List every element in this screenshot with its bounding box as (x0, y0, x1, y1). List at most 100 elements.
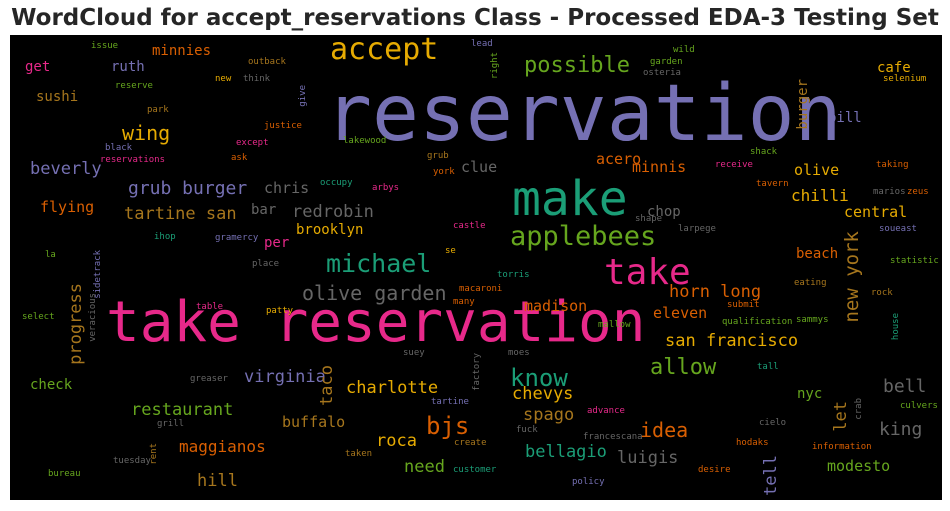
word-virginia: virginia (244, 367, 326, 387)
word-madison: madison (524, 297, 588, 315)
word-eating: eating (794, 278, 827, 288)
word-acero: acero (596, 150, 642, 168)
word-tavern: tavern (756, 179, 789, 189)
word-mallow: mallow (598, 320, 631, 330)
word-eleven: eleven (653, 304, 708, 322)
word-flying: flying (40, 198, 95, 216)
word-table: table (196, 302, 224, 312)
word-veracious: veracious (88, 293, 98, 342)
word-think: think (243, 74, 271, 84)
word-burger: burger (795, 79, 811, 130)
word-qualification: qualification (722, 317, 793, 327)
word-sidetrack: sidetrack (93, 250, 103, 299)
word-chris: chris (264, 179, 310, 197)
word-clue: clue (461, 158, 498, 176)
word-progress: progress (66, 283, 86, 365)
word-bell: bell (883, 376, 927, 397)
word-fuck: fuck (516, 425, 538, 435)
word-castle: castle (453, 221, 486, 231)
word-restaurant: restaurant (131, 400, 234, 420)
word-redrobin: redrobin (292, 202, 374, 222)
word-buffalo: buffalo (282, 413, 346, 431)
word-reserve: reserve (115, 81, 153, 91)
word-chevys: chevys (512, 384, 574, 404)
word-hodaks: hodaks (736, 438, 769, 448)
word-olive: olive (794, 161, 840, 179)
word-lakewood: lakewood (343, 136, 387, 146)
word-selenium: selenium (883, 74, 927, 84)
word-beach: beach (796, 246, 839, 262)
word-maggianos: maggianos (179, 437, 266, 456)
word-york: york (433, 167, 455, 177)
word-many: many (453, 297, 475, 307)
word-tartine: tartine (431, 397, 469, 407)
word-cielo: cielo (759, 418, 787, 428)
word-ask: ask (231, 153, 248, 163)
word-francescana: francescana (583, 432, 643, 442)
word-bill: bill (828, 110, 862, 126)
word-chilli: chilli (791, 186, 849, 205)
word-cloud: reservation take reservation make accept… (10, 35, 942, 500)
word-roca: roca (376, 431, 417, 451)
word-bjs: bjs (426, 412, 470, 440)
word-brooklyn: brooklyn (296, 222, 364, 238)
word-ruth: ruth (111, 59, 145, 75)
word-black: black (105, 143, 133, 153)
word-michael: michael (326, 249, 432, 278)
word-larpege: larpege (678, 224, 716, 234)
word-grill: grill (157, 419, 185, 429)
word-reservation: reservation (325, 69, 842, 159)
word-allow: allow (650, 355, 717, 380)
word-park: park (147, 105, 169, 115)
word-take: take (604, 252, 691, 293)
word-statistic: statistic (890, 256, 939, 266)
word-sammys: sammys (796, 315, 829, 325)
word-taco: taco (317, 365, 337, 406)
word-right: right (490, 52, 500, 80)
word-zeus: zeus (907, 187, 929, 197)
word-justice: justice (264, 121, 302, 131)
word-luigis: luigis (617, 448, 679, 468)
word-give: give (298, 85, 308, 107)
word-moes: moes (508, 348, 530, 358)
word-sushi: sushi (36, 89, 79, 105)
word-wild: wild (673, 45, 695, 55)
word-patty: patty (266, 306, 294, 316)
word-wing: wing (122, 121, 171, 145)
word-nyc: nyc (797, 386, 823, 402)
word-house: house (891, 313, 901, 341)
word-bureau: bureau (48, 469, 81, 479)
word-tell: tell (761, 455, 781, 496)
word-customer: customer (453, 465, 497, 475)
word-let: let (831, 401, 851, 432)
word-shack: shack (750, 147, 778, 157)
word-advance: advance (587, 406, 625, 416)
word-hill: hill (197, 471, 238, 491)
word-receive: receive (715, 160, 753, 170)
figure-title: WordCloud for accept_reservations Class … (11, 5, 939, 31)
word-taking: taking (876, 160, 909, 170)
word-arbys: arbys (372, 183, 400, 193)
word-garden: garden (650, 57, 683, 67)
word-occupy: occupy (320, 178, 353, 188)
word-ihop: ihop (154, 232, 176, 242)
word-tall: tall (757, 362, 779, 372)
word-new: new (215, 74, 232, 84)
word-create: create (454, 438, 487, 448)
word-lead: lead (471, 39, 493, 49)
word-idea: idea (640, 418, 689, 442)
word-grub: grub (427, 151, 449, 161)
word-cafe: cafe (877, 60, 911, 76)
word-suey: suey (403, 348, 425, 358)
word-minnies: minnies (152, 43, 212, 59)
word-check: check (30, 377, 73, 393)
word-possible: possible (524, 53, 630, 78)
word-beverly: beverly (30, 159, 102, 179)
word-gramercy: gramercy (215, 233, 259, 243)
word-know: know (510, 364, 568, 392)
word-tartine-san: tartine san (124, 204, 237, 224)
word-san-francisco: san francisco (665, 331, 799, 351)
word-greaser: greaser (190, 374, 228, 384)
word-soueast: soueast (879, 224, 917, 234)
word-issue: issue (91, 41, 119, 51)
